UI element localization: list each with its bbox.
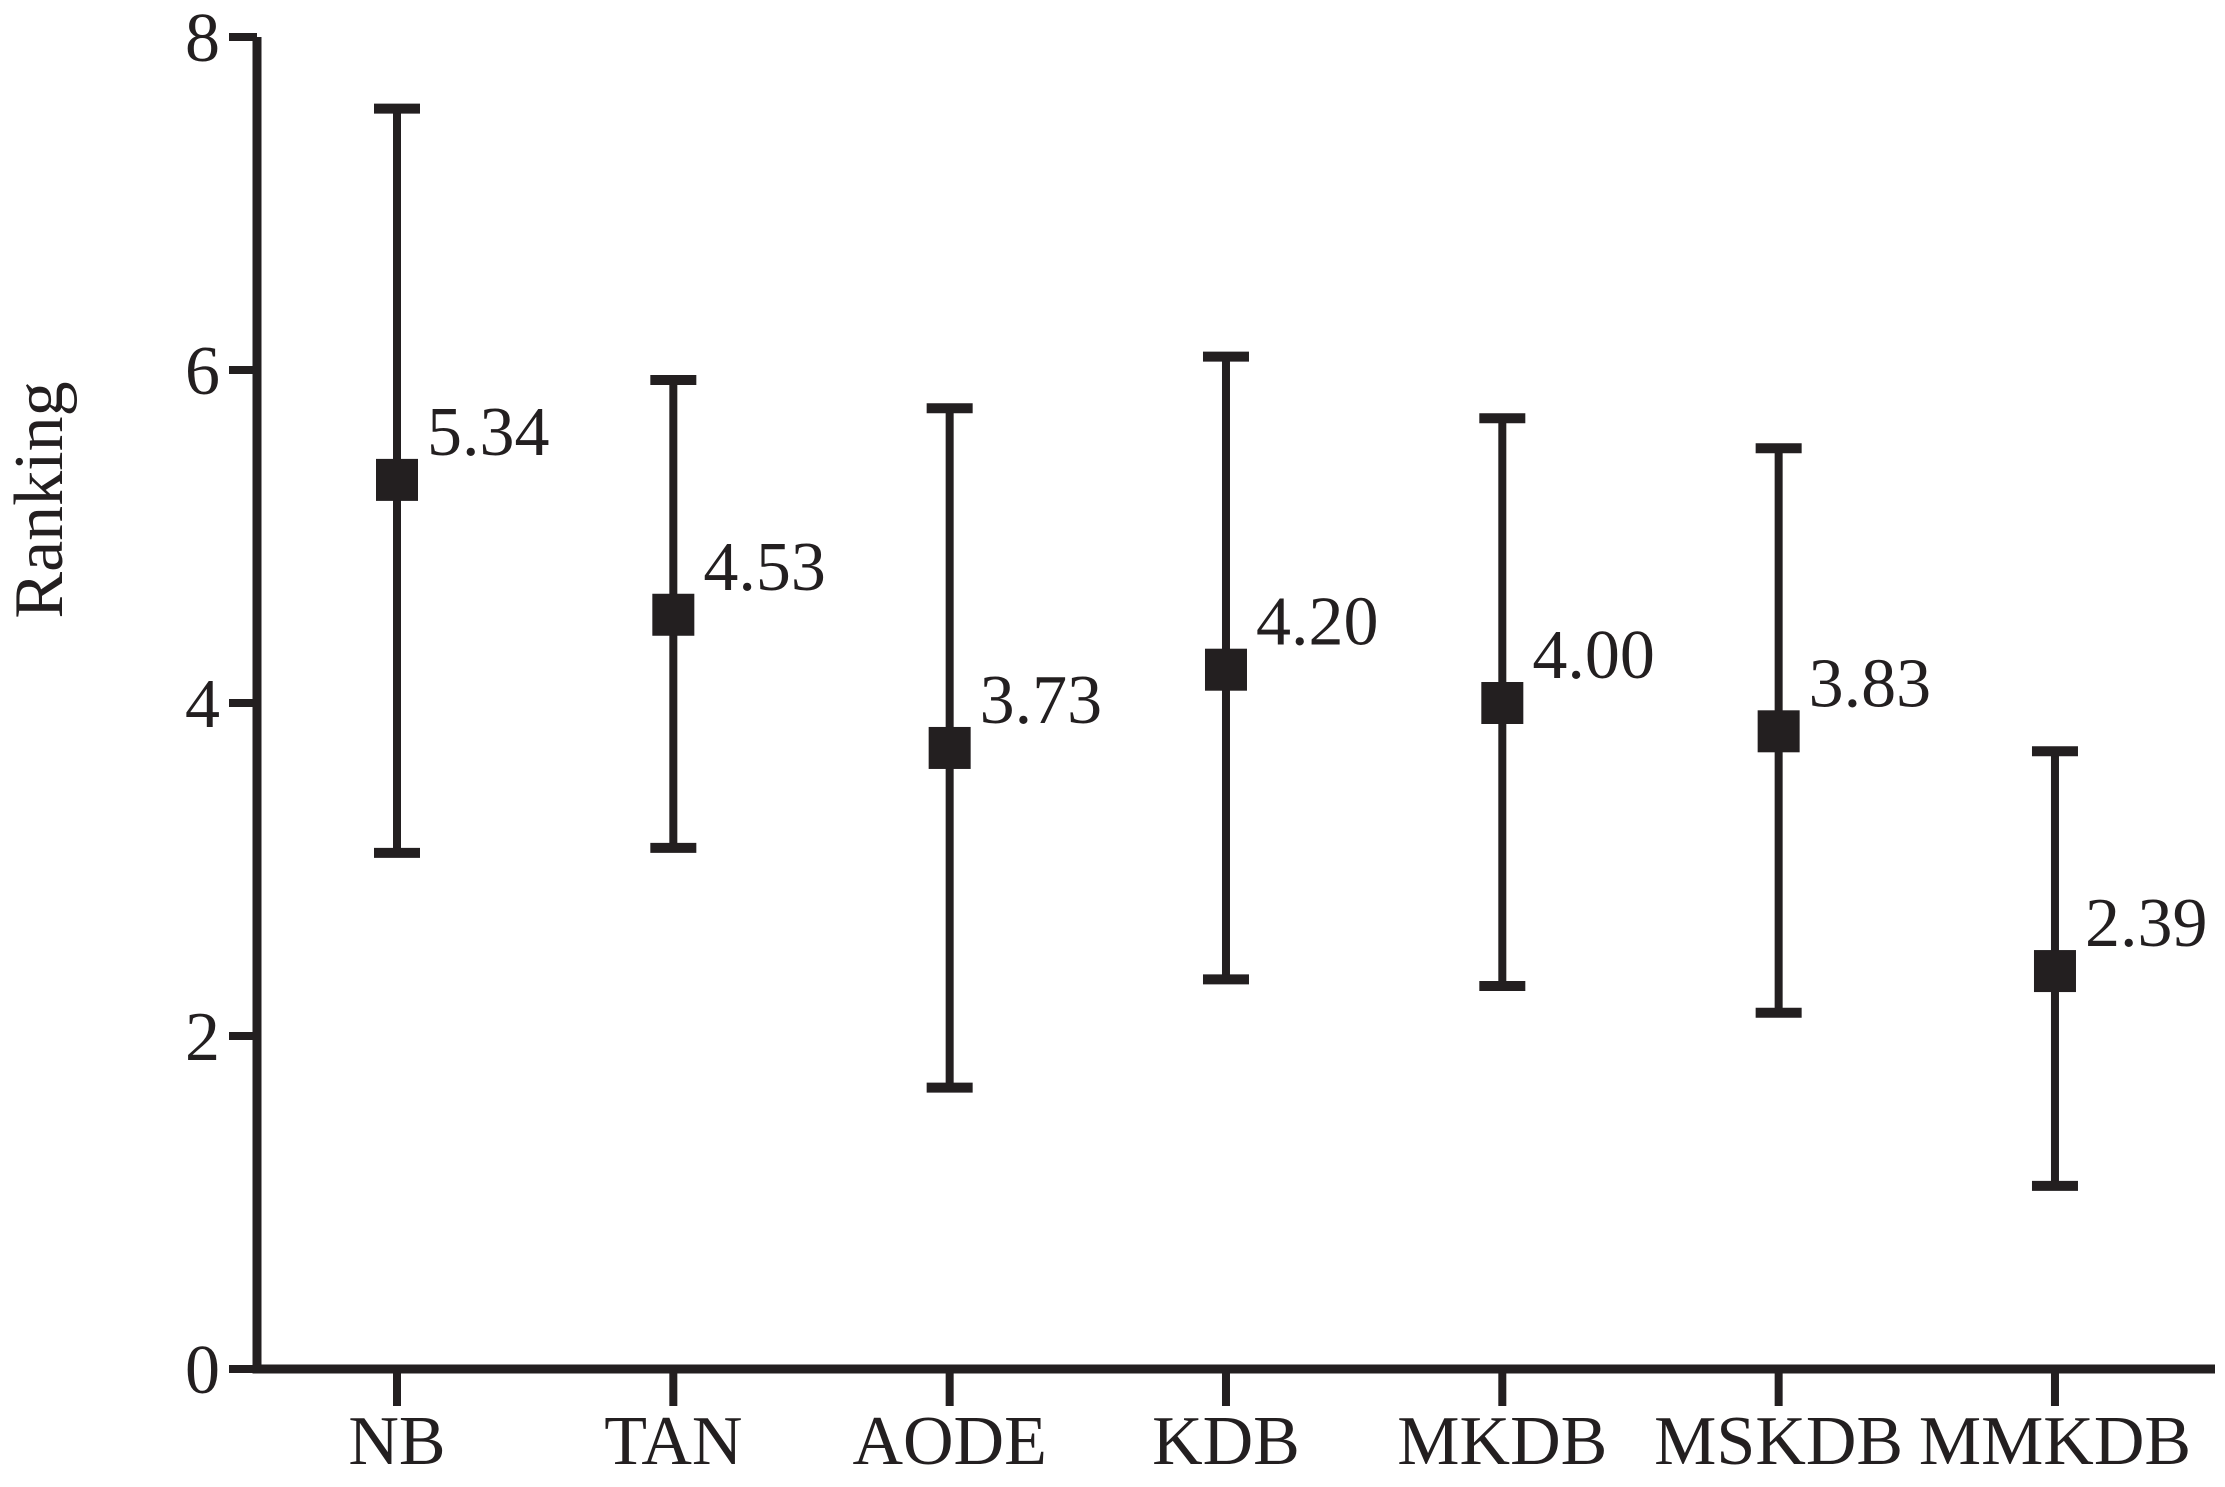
marker-MKDB [1481, 682, 1524, 724]
marker-NB [376, 458, 418, 501]
value-label-NB: 5.34 [427, 394, 550, 471]
error-bar-MKDB: 4.00 [1479, 413, 1655, 992]
value-label-MSKDB: 3.83 [1809, 645, 1932, 722]
value-label-MMKDB: 2.39 [2085, 885, 2208, 962]
y-tick-label-0: 0 [185, 1332, 220, 1409]
x-label-TAN: TAN [604, 1403, 742, 1480]
value-label-TAN: 4.53 [703, 529, 826, 606]
value-label-KDB: 4.20 [1256, 584, 1379, 661]
x-label-MMKDB: MMKDB [1919, 1403, 2191, 1480]
x-label-MKDB: MKDB [1397, 1403, 1607, 1480]
error-bar-MSKDB: 3.83 [1755, 443, 1932, 1018]
marker-KDB [1204, 648, 1247, 691]
error-bar-KDB: 4.20 [1202, 351, 1379, 985]
marker-MSKDB [1757, 710, 1800, 753]
x-label-KDB: KDB [1152, 1403, 1300, 1480]
value-label-AODE: 3.73 [980, 662, 1102, 739]
y-tick-label-2: 2 [185, 999, 220, 1076]
x-label-MSKDB: MSKDB [1654, 1403, 1903, 1480]
marker-AODE [928, 726, 971, 769]
y-tick-label-6: 6 [185, 333, 220, 410]
error-bar-TAN: 4.53 [650, 374, 826, 853]
value-label-MKDB: 4.00 [1532, 617, 1655, 694]
y-tick-group: 0 2 4 6 8 [185, 0, 257, 1409]
x-tick-group: NB TAN AODE KDB MKDB MSKDB MMKDB [348, 1369, 2191, 1480]
y-axis-title: Ranking [1, 381, 78, 618]
y-tick-label-4: 4 [185, 666, 220, 743]
y-tick-label-8: 8 [185, 0, 220, 77]
marker-TAN [652, 593, 695, 636]
error-bar-series-group: 5.34 4.53 3.73 4.20 4.00 3.83 2.39 [374, 103, 2208, 1191]
error-bar-NB: 5.34 [374, 103, 550, 858]
x-label-AODE: AODE [852, 1403, 1046, 1480]
x-label-NB: NB [348, 1403, 445, 1480]
error-bar-MMKDB: 2.39 [2031, 746, 2208, 1191]
marker-MMKDB [2033, 950, 2076, 993]
error-bar-AODE: 3.73 [926, 403, 1102, 1093]
